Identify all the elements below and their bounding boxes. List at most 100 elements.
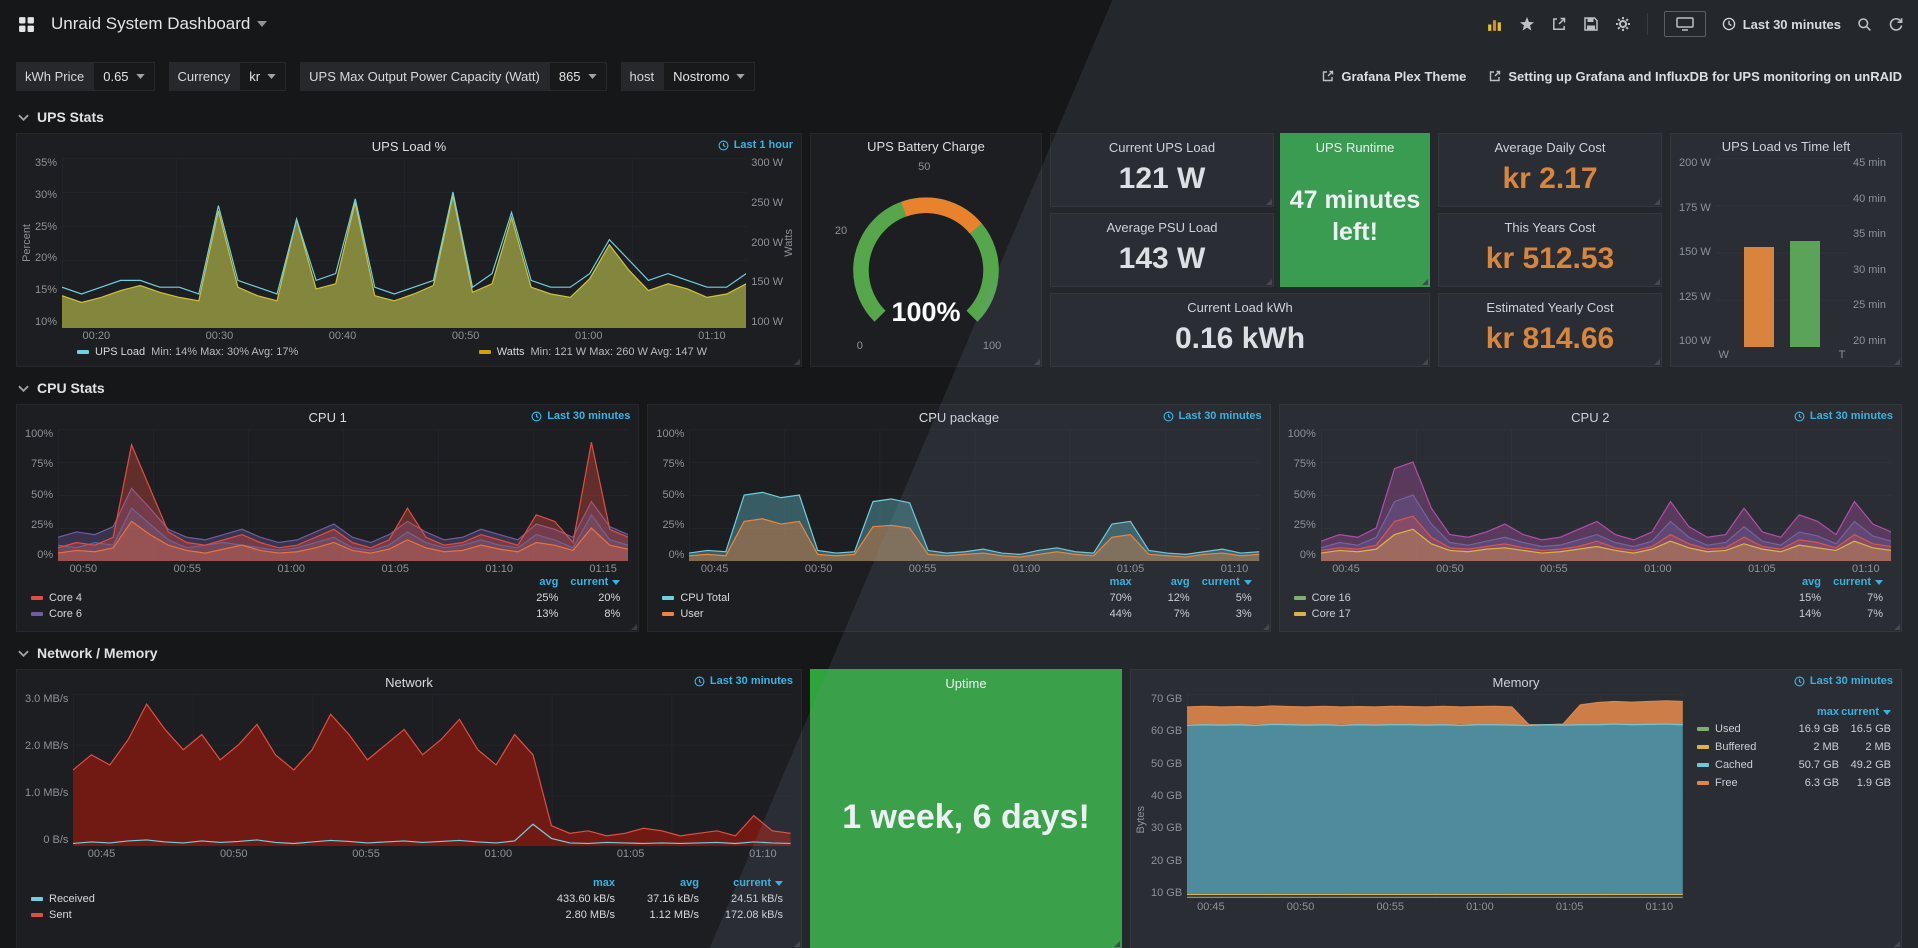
legend-row: Core 16 15% 7% xyxy=(1293,590,1883,606)
legend-col-avg[interactable]: avg xyxy=(1170,576,1190,588)
zoom-out-icon[interactable] xyxy=(1857,17,1872,32)
legend-col-current[interactable]: current xyxy=(1839,706,1891,718)
time-range-badge[interactable]: Last 30 minutes xyxy=(694,675,793,687)
legend-series[interactable]: Core 4 xyxy=(31,592,500,604)
variable-kwh-price[interactable]: kWh Price 0.65 xyxy=(16,61,155,91)
legend-series[interactable]: Free xyxy=(1697,777,1787,789)
legend-col-max[interactable]: max xyxy=(592,877,615,889)
legend-series[interactable]: Buffered xyxy=(1697,741,1787,753)
section-title: CPU Stats xyxy=(37,380,105,396)
bar-time-left[interactable] xyxy=(1789,241,1820,347)
time-range-badge[interactable]: Last 30 minutes xyxy=(531,410,630,422)
link-grafana-plex-theme[interactable]: Grafana Plex Theme xyxy=(1321,69,1466,84)
panel-title[interactable]: This Years Cost xyxy=(1504,220,1596,235)
section-network-memory[interactable]: Network / Memory xyxy=(18,645,1902,661)
legend-series[interactable]: Cached xyxy=(1697,759,1787,771)
legend-col-avg[interactable]: avg xyxy=(539,576,559,588)
legend-series[interactable]: CPU Total xyxy=(662,592,1067,604)
legend-col-current[interactable]: current xyxy=(1190,576,1252,588)
legend-series[interactable]: Received xyxy=(31,893,523,905)
cycle-view-button[interactable] xyxy=(1663,11,1706,37)
variable-host[interactable]: host Nostromo xyxy=(620,61,756,91)
legend-series[interactable]: Core 16 xyxy=(1293,592,1763,604)
panel-title[interactable]: CPU package xyxy=(918,409,1000,425)
panel-title[interactable]: Average PSU Load xyxy=(1106,220,1218,235)
refresh-icon[interactable] xyxy=(1888,16,1904,32)
panel-title[interactable]: CPU 2 xyxy=(1571,409,1610,425)
section-ups-stats[interactable]: UPS Stats xyxy=(18,109,1902,125)
y-axis-title: Percent xyxy=(21,224,33,262)
chevron-down-icon xyxy=(18,650,29,657)
chevron-down-icon xyxy=(18,385,29,392)
variable-value: Nostromo xyxy=(673,68,730,84)
legend-col-max[interactable]: max xyxy=(1109,576,1132,588)
legend-series[interactable]: Core 17 xyxy=(1293,608,1763,620)
panel-title[interactable]: UPS Load % xyxy=(371,138,447,154)
legend-ups-load[interactable]: UPS Load Min: 14% Max: 30% Avg: 17% xyxy=(77,346,298,358)
ups-load-chart[interactable] xyxy=(62,158,747,328)
panel-title[interactable]: UPS Runtime xyxy=(1315,140,1395,155)
link-grafana-influxdb-guide[interactable]: Setting up Grafana and InfluxDB for UPS … xyxy=(1488,69,1902,84)
panel-title[interactable]: UPS Load vs Time left xyxy=(1721,138,1851,154)
gear-icon[interactable] xyxy=(1615,16,1631,32)
legend-col-max[interactable]: max xyxy=(1816,706,1839,718)
legend-series[interactable]: User xyxy=(662,608,1067,620)
time-range-badge[interactable]: Last 1 hour xyxy=(718,139,793,151)
panel-title[interactable]: Average Daily Cost xyxy=(1494,140,1606,155)
panel-title[interactable]: Current Load kWh xyxy=(1187,300,1293,315)
time-range-badge[interactable]: Last 30 minutes xyxy=(1794,410,1893,422)
submenu: kWh Price 0.65 Currency kr UPS Max Outpu… xyxy=(16,56,1902,96)
panel-title[interactable]: Estimated Yearly Cost xyxy=(1486,300,1614,315)
panel-this-years-cost: This Years Cost kr 512.53 xyxy=(1438,213,1662,287)
legend-col-avg[interactable]: avg xyxy=(680,877,699,889)
legend-row: Received 433.60 kB/s 37.16 kB/s 24.51 kB… xyxy=(31,891,783,907)
time-range-badge[interactable]: Last 30 minutes xyxy=(1794,675,1893,687)
ups-bar-chart[interactable] xyxy=(1715,158,1848,347)
panel-title[interactable]: Network xyxy=(385,674,433,690)
add-panel-icon[interactable] xyxy=(1486,16,1503,33)
memory-chart[interactable] xyxy=(1187,694,1683,899)
legend-row: Core 17 14% 7% xyxy=(1293,606,1883,622)
apps-menu-icon[interactable] xyxy=(14,12,39,37)
network-chart[interactable] xyxy=(73,694,791,846)
panel-title[interactable]: UPS Battery Charge xyxy=(867,138,985,154)
panel-title[interactable]: Uptime xyxy=(945,676,987,691)
save-icon[interactable] xyxy=(1583,16,1599,32)
legend-col-current[interactable]: current xyxy=(558,576,620,588)
legend-series[interactable]: Used xyxy=(1697,723,1787,735)
panel-current-load-kwh: Current Load kWh 0.16 kWh xyxy=(1050,293,1430,367)
legend-col-avg[interactable]: avg xyxy=(1802,576,1821,588)
star-icon[interactable] xyxy=(1519,16,1535,32)
navbar-separator xyxy=(1646,13,1648,35)
section-cpu-stats[interactable]: CPU Stats xyxy=(18,380,1902,396)
time-range-badge[interactable]: Last 30 minutes xyxy=(1163,410,1262,422)
y-axis-labels: 3.0 MB/s 2.0 MB/s 1.0 MB/s 0 B/s xyxy=(25,693,69,846)
panel-title[interactable]: Memory xyxy=(1492,674,1540,690)
legend-col-current[interactable]: current xyxy=(699,877,783,889)
caret-down-icon xyxy=(257,21,268,27)
variable-currency[interactable]: Currency kr xyxy=(168,61,287,91)
y-axis-labels-right: 45 min 40 min 35 min 30 min 25 min 20 mi… xyxy=(1852,157,1886,347)
share-icon[interactable] xyxy=(1551,16,1567,32)
gauge-tick: 50 xyxy=(918,161,931,173)
clock-icon xyxy=(1794,676,1805,686)
bar-watts[interactable] xyxy=(1743,246,1774,347)
legend-series[interactable]: Core 6 xyxy=(31,608,500,620)
cpu2-chart[interactable] xyxy=(1320,429,1891,561)
cpu-package-chart[interactable] xyxy=(689,429,1260,561)
variable-ups-max-output[interactable]: UPS Max Output Power Capacity (Watt) 865 xyxy=(300,61,607,91)
badge-label: Last 30 minutes xyxy=(709,675,793,687)
legend-series[interactable]: Sent xyxy=(31,909,523,921)
variable-value: 865 xyxy=(558,68,581,84)
stat-value: kr 814.66 xyxy=(1485,321,1615,355)
legend-col-current[interactable]: current xyxy=(1821,576,1883,588)
panel-title[interactable]: Current UPS Load xyxy=(1108,140,1216,155)
cpu1-chart[interactable] xyxy=(58,429,629,561)
legend-row: User 44% 7% 3% xyxy=(662,606,1252,622)
legend-row: Sent 2.80 MB/s 1.12 MB/s 172.08 kB/s xyxy=(31,907,783,923)
time-range-picker[interactable]: Last 30 minutes xyxy=(1722,17,1841,32)
panel-title[interactable]: CPU 1 xyxy=(308,409,347,425)
external-link-icon xyxy=(1323,70,1334,82)
dashboard-title[interactable]: Unraid System Dashboard xyxy=(51,14,268,34)
legend-watts[interactable]: Watts Min: 121 W Max: 260 W Avg: 147 W xyxy=(478,346,707,358)
